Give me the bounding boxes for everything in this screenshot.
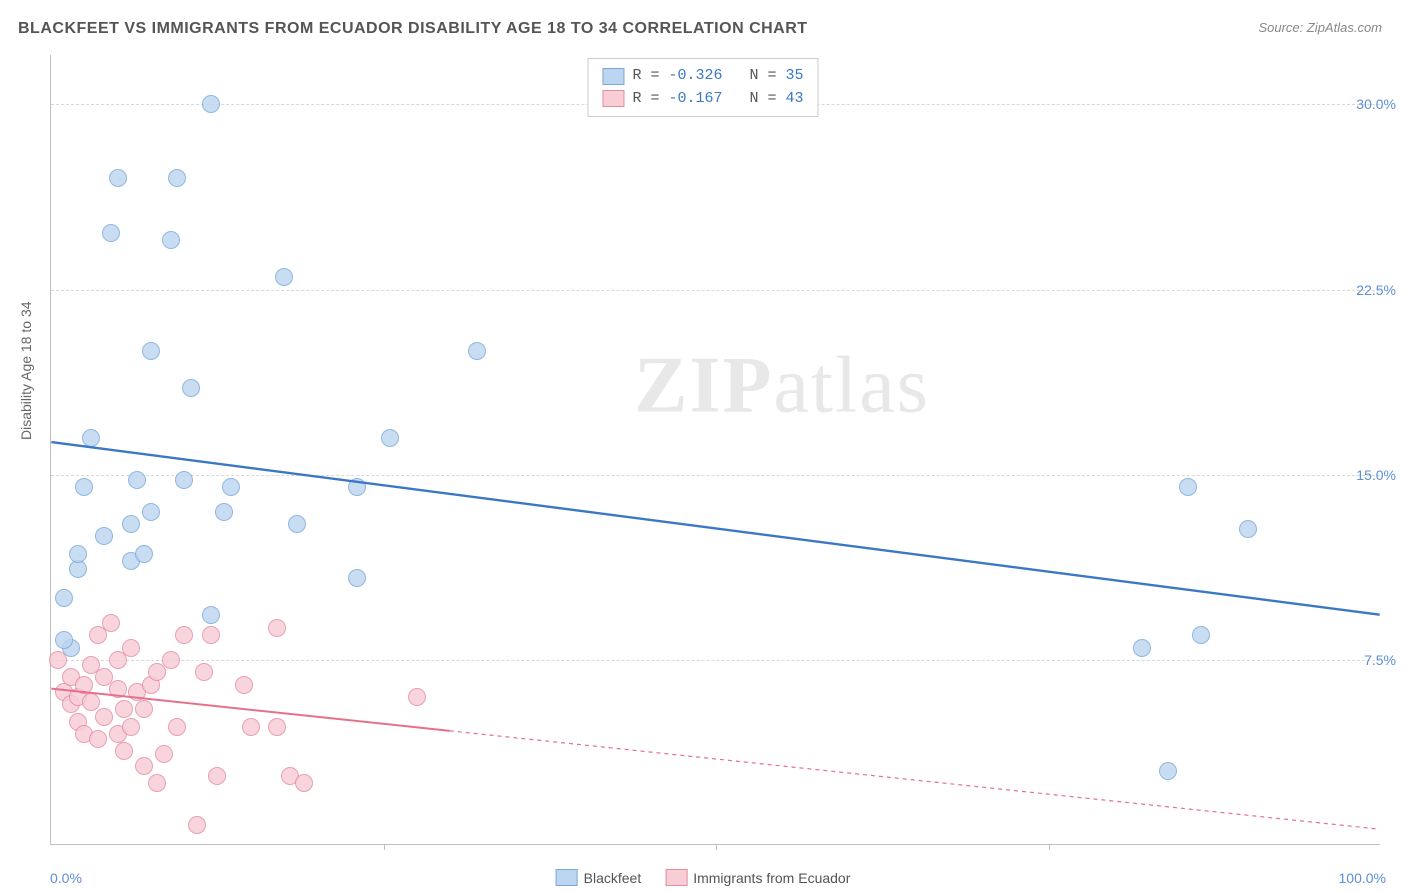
data-point — [115, 742, 133, 760]
data-point — [102, 224, 120, 242]
data-point — [1159, 762, 1177, 780]
y-axis-label: Disability Age 18 to 34 — [18, 301, 34, 440]
data-point — [82, 693, 100, 711]
plot-area: ZIPatlas — [50, 55, 1380, 845]
watermark: ZIPatlas — [634, 341, 930, 432]
data-point — [408, 688, 426, 706]
series-legend-label: Blackfeet — [584, 870, 642, 886]
x-tick — [1049, 844, 1050, 850]
data-point — [148, 774, 166, 792]
data-point — [1192, 626, 1210, 644]
data-point — [1179, 478, 1197, 496]
series-legend-item: Immigrants from Ecuador — [665, 869, 850, 886]
x-tick — [716, 844, 717, 850]
data-point — [175, 471, 193, 489]
y-tick-label: 30.0% — [1356, 96, 1396, 112]
data-point — [82, 429, 100, 447]
x-tick — [384, 844, 385, 850]
data-point — [1239, 520, 1257, 538]
data-point — [168, 718, 186, 736]
legend-swatch — [602, 68, 624, 85]
data-point — [75, 676, 93, 694]
data-point — [168, 169, 186, 187]
data-point — [102, 614, 120, 632]
data-point — [288, 515, 306, 533]
data-point — [135, 545, 153, 563]
legend-swatch — [602, 90, 624, 107]
data-point — [381, 429, 399, 447]
legend-row: R = -0.167 N = 43 — [602, 88, 803, 111]
data-point — [135, 757, 153, 775]
gridline — [51, 475, 1380, 476]
data-point — [162, 231, 180, 249]
data-point — [268, 718, 286, 736]
legend-stats: R = -0.326 N = 35 — [632, 65, 803, 88]
data-point — [202, 606, 220, 624]
data-point — [142, 342, 160, 360]
data-point — [348, 569, 366, 587]
data-point — [55, 631, 73, 649]
data-point — [55, 589, 73, 607]
data-point — [89, 730, 107, 748]
watermark-zip: ZIP — [634, 342, 773, 430]
data-point — [182, 379, 200, 397]
data-point — [275, 268, 293, 286]
x-max-label: 100.0% — [1339, 870, 1386, 886]
y-tick-label: 22.5% — [1356, 282, 1396, 298]
data-point — [95, 708, 113, 726]
chart-title: BLACKFEET VS IMMIGRANTS FROM ECUADOR DIS… — [18, 20, 808, 38]
data-point — [175, 626, 193, 644]
data-point — [222, 478, 240, 496]
series-legend-item: Blackfeet — [556, 869, 642, 886]
data-point — [115, 700, 133, 718]
legend-row: R = -0.326 N = 35 — [602, 65, 803, 88]
data-point — [202, 626, 220, 644]
data-point — [348, 478, 366, 496]
legend-swatch — [556, 869, 578, 886]
data-point — [75, 478, 93, 496]
gridline — [51, 660, 1380, 661]
data-point — [49, 651, 67, 669]
watermark-atlas: atlas — [773, 342, 930, 430]
data-point — [155, 745, 173, 763]
data-point — [95, 527, 113, 545]
data-point — [242, 718, 260, 736]
data-point — [128, 471, 146, 489]
data-point — [142, 503, 160, 521]
data-point — [295, 774, 313, 792]
y-tick-label: 15.0% — [1356, 467, 1396, 483]
legend-swatch — [665, 869, 687, 886]
data-point — [162, 651, 180, 669]
chart-container: BLACKFEET VS IMMIGRANTS FROM ECUADOR DIS… — [0, 0, 1406, 892]
series-legend: Blackfeet Immigrants from Ecuador — [550, 869, 857, 886]
data-point — [69, 545, 87, 563]
correlation-legend: R = -0.326 N = 35R = -0.167 N = 43 — [587, 58, 818, 117]
x-min-label: 0.0% — [50, 870, 82, 886]
data-point — [215, 503, 233, 521]
data-point — [109, 680, 127, 698]
data-point — [1133, 639, 1151, 657]
data-point — [195, 663, 213, 681]
data-point — [188, 816, 206, 834]
data-point — [122, 515, 140, 533]
data-point — [135, 700, 153, 718]
data-point — [268, 619, 286, 637]
data-point — [468, 342, 486, 360]
data-point — [208, 767, 226, 785]
source-attribution: Source: ZipAtlas.com — [1258, 20, 1382, 35]
legend-stats: R = -0.167 N = 43 — [632, 88, 803, 111]
gridline — [51, 290, 1380, 291]
data-point — [109, 169, 127, 187]
data-point — [202, 95, 220, 113]
y-tick-label: 7.5% — [1364, 652, 1396, 668]
data-point — [122, 639, 140, 657]
series-legend-label: Immigrants from Ecuador — [693, 870, 850, 886]
data-point — [235, 676, 253, 694]
data-point — [122, 718, 140, 736]
